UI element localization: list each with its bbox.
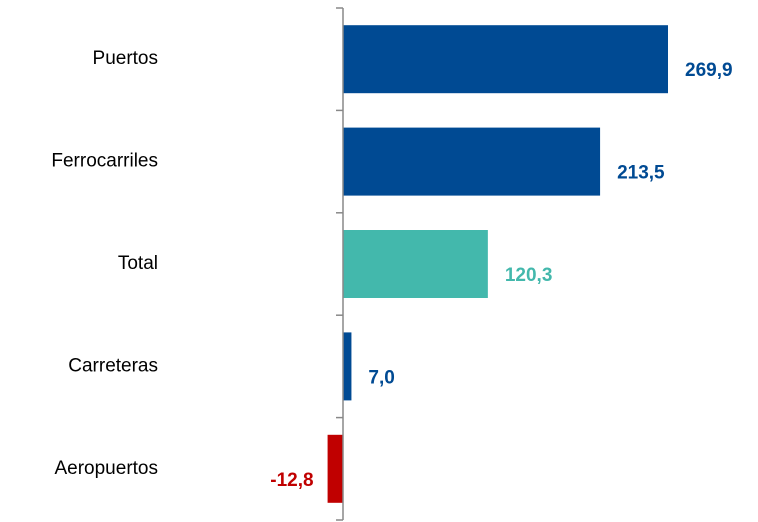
value-label: 269,9 — [685, 60, 733, 81]
value-label: 213,5 — [617, 163, 665, 184]
bar — [343, 127, 601, 196]
bar — [343, 25, 668, 94]
bar — [327, 434, 343, 503]
value-label: 120,3 — [505, 265, 553, 286]
bar — [343, 332, 352, 401]
category-label: Aeropuertos — [54, 458, 158, 479]
category-label: Puertos — [93, 48, 158, 69]
category-label: Total — [118, 253, 158, 274]
category-label: Ferrocarriles — [51, 151, 158, 172]
bar — [343, 230, 488, 298]
value-label: -12,8 — [270, 470, 313, 491]
value-label: 7,0 — [368, 367, 394, 388]
category-label: Carreteras — [68, 355, 158, 376]
